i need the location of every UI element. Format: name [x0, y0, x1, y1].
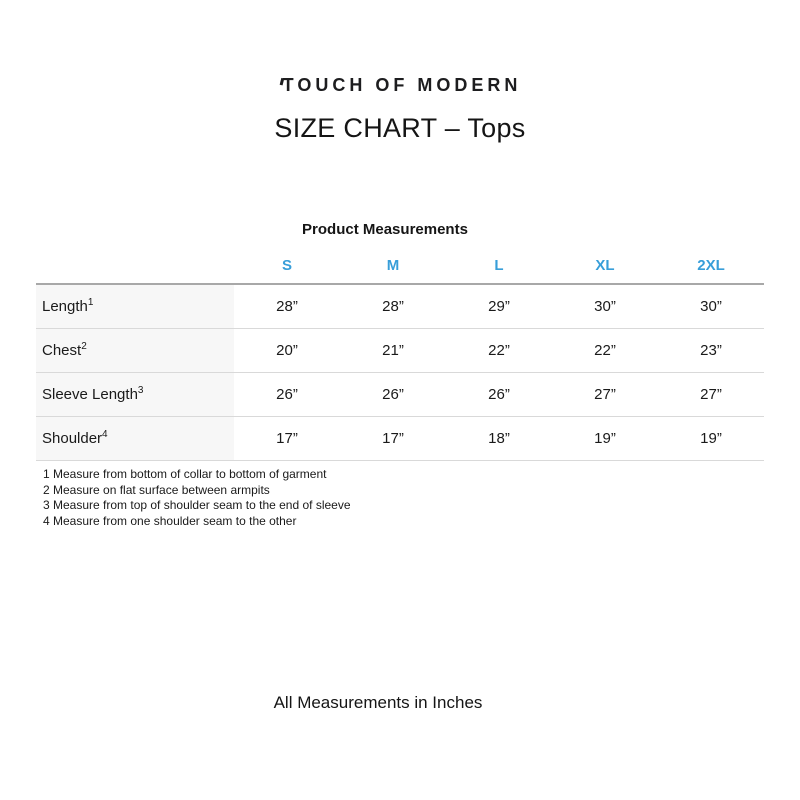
size-header-s: S: [281, 256, 292, 274]
cell-shoulder-2xl: 19”: [658, 416, 764, 461]
measurements-unit-note: All Measurements in Inches: [273, 693, 483, 712]
table-row-shoulder: Shoulder4 17” 17” 18” 19” 19”: [36, 416, 764, 461]
cell-chest-s: 20”: [234, 328, 340, 373]
footnote-marker: 1: [87, 297, 94, 308]
cell-sleeve-2xl: 27”: [658, 372, 764, 417]
cell-sleeve-s: 26”: [234, 372, 340, 417]
cell-length-xl: 30”: [552, 283, 658, 329]
size-table: S M L XL 2XL Length1 28” 28” 29” 30” 30”…: [36, 247, 764, 461]
cell-shoulder-s: 17”: [234, 416, 340, 461]
row-label-sleeve-length: Sleeve Length3: [36, 372, 234, 417]
footnote-1: 1 Measure from bottom of collar to botto…: [43, 467, 327, 481]
cell-chest-2xl: 23”: [658, 328, 764, 373]
footnote-4: 4 Measure from one shoulder seam to the …: [43, 513, 297, 528]
row-label-shoulder: Shoulder4: [36, 416, 234, 461]
footnote-marker: 2: [81, 341, 87, 352]
row-label-text: Length: [42, 298, 88, 315]
cell-length-m: 28”: [340, 283, 446, 329]
cell-length-s: 28”: [234, 283, 340, 329]
size-header-m: M: [386, 256, 400, 274]
footnotes: 1 Measure from bottom of collar to botto…: [43, 467, 351, 529]
size-header-spacer: [36, 247, 234, 284]
size-header-xl: XL: [595, 256, 615, 274]
table-row-chest: Chest2 20” 21” 22” 22” 23”: [36, 328, 764, 373]
cell-shoulder-l: 18”: [446, 416, 552, 461]
cell-sleeve-l: 26”: [446, 372, 552, 417]
footnote-2: 2 Measure on flat surface between armpit…: [43, 482, 270, 497]
row-label-length: Length1: [36, 283, 234, 329]
row-label-chest: Chest2: [36, 328, 234, 373]
brand-logo: TOUCH OF MODERN: [0, 75, 800, 96]
cell-chest-l: 22”: [446, 328, 552, 373]
brand-name: TOUCH OF MODERN: [282, 75, 522, 95]
row-label-text: Chest: [42, 342, 82, 359]
cell-shoulder-xl: 19”: [552, 416, 658, 461]
page-title: SIZE CHART – Tops: [274, 113, 526, 143]
cell-length-2xl: 30”: [658, 283, 764, 329]
cell-chest-xl: 22”: [552, 328, 658, 373]
size-header-2xl: 2XL: [697, 256, 725, 274]
cell-length-l: 29”: [446, 283, 552, 329]
table-row-sleeve-length: Sleeve Length3 26” 26” 26” 27” 27”: [36, 372, 764, 417]
row-label-text: Shoulder: [42, 430, 103, 447]
footnote-marker: 3: [137, 385, 144, 396]
cell-shoulder-m: 17”: [340, 416, 446, 461]
size-header-l: L: [494, 256, 504, 274]
table-row-length: Length1 28” 28” 29” 30” 30”: [36, 283, 764, 329]
footnote-3: 3 Measure from top of shoulder seam to t…: [43, 498, 351, 512]
table-section-title: Product Measurements: [302, 221, 468, 238]
size-header-row: S M L XL 2XL: [36, 247, 764, 284]
row-label-text: Sleeve Length: [42, 386, 138, 403]
cell-chest-m: 21”: [340, 328, 446, 373]
footnote-marker: 4: [102, 429, 108, 440]
cell-sleeve-xl: 27”: [552, 372, 658, 417]
cell-sleeve-m: 26”: [340, 372, 446, 417]
